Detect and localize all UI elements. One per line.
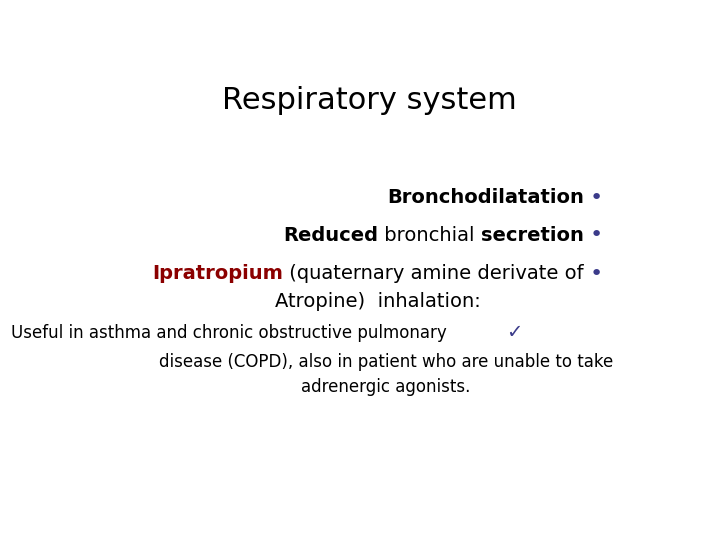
- Text: secretion: secretion: [481, 226, 584, 245]
- Text: Reduced: Reduced: [283, 226, 378, 245]
- Text: •: •: [590, 264, 603, 284]
- Text: Respiratory system: Respiratory system: [222, 86, 516, 114]
- Text: Bronchodilatation: Bronchodilatation: [387, 188, 584, 207]
- Text: Useful in asthma and chronic obstructive pulmonary: Useful in asthma and chronic obstructive…: [12, 324, 447, 342]
- Text: disease (COPD), also in patient who are unable to take: disease (COPD), also in patient who are …: [158, 353, 613, 371]
- Text: bronchial: bronchial: [378, 226, 481, 245]
- Text: Ipratropium: Ipratropium: [153, 264, 283, 283]
- Text: •: •: [590, 188, 603, 208]
- Text: ✓: ✓: [505, 323, 522, 342]
- Text: •: •: [590, 225, 603, 245]
- Text: (quaternary amine derivate of: (quaternary amine derivate of: [283, 264, 584, 283]
- Text: Atropine)  inhalation:: Atropine) inhalation:: [275, 292, 481, 311]
- Text: adrenergic agonists.: adrenergic agonists.: [301, 378, 470, 396]
